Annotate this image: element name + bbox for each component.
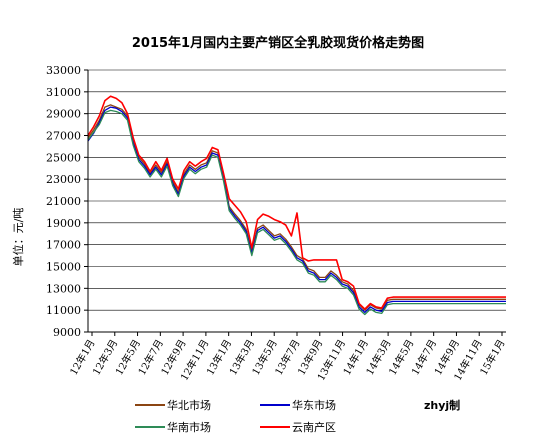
y-tick-label: 21000: [46, 195, 81, 208]
y-tick-label: 17000: [46, 239, 81, 252]
series-line-3: [87, 109, 506, 316]
y-tick-label: 13000: [46, 282, 81, 295]
series-lines: [87, 95, 506, 316]
y-tick-label: 11000: [46, 304, 81, 317]
series-line-1: [87, 104, 506, 311]
series-line-2: [87, 106, 506, 314]
y-tick-label: 29000: [46, 108, 81, 121]
legend-label: 华北市场: [167, 398, 211, 412]
grid-lines: [88, 69, 506, 311]
legend-label: 云南产区: [292, 420, 336, 434]
y-tick-label: 9000: [53, 326, 81, 339]
y-axis-ticks: 9000 11000 13000 15000 17000 19000 21000 23000 2…: [46, 64, 88, 339]
y-tick-label: 27000: [46, 130, 81, 143]
y-tick-label: 23000: [46, 173, 81, 186]
y-tick-label: 19000: [46, 217, 81, 230]
y-axis-label: 单位：元/吨: [11, 208, 25, 267]
series-line-4: [87, 95, 506, 310]
chart-title: 2015年1月国内主要产销区全乳胶现货价格走势图: [132, 35, 424, 51]
y-tick-label: 33000: [46, 64, 81, 77]
credit-label: zhyj制: [424, 398, 460, 412]
legend-label: 华东市场: [292, 398, 336, 412]
y-tick-label: 15000: [46, 261, 81, 274]
y-tick-label: 31000: [46, 86, 81, 99]
y-tick-label: 25000: [46, 151, 81, 164]
legend-label: 华南市场: [167, 420, 211, 434]
x-axis-ticks: 12年1月12年3月12年5月12年7月12年9月12年11月13年1月13年3…: [67, 332, 508, 383]
